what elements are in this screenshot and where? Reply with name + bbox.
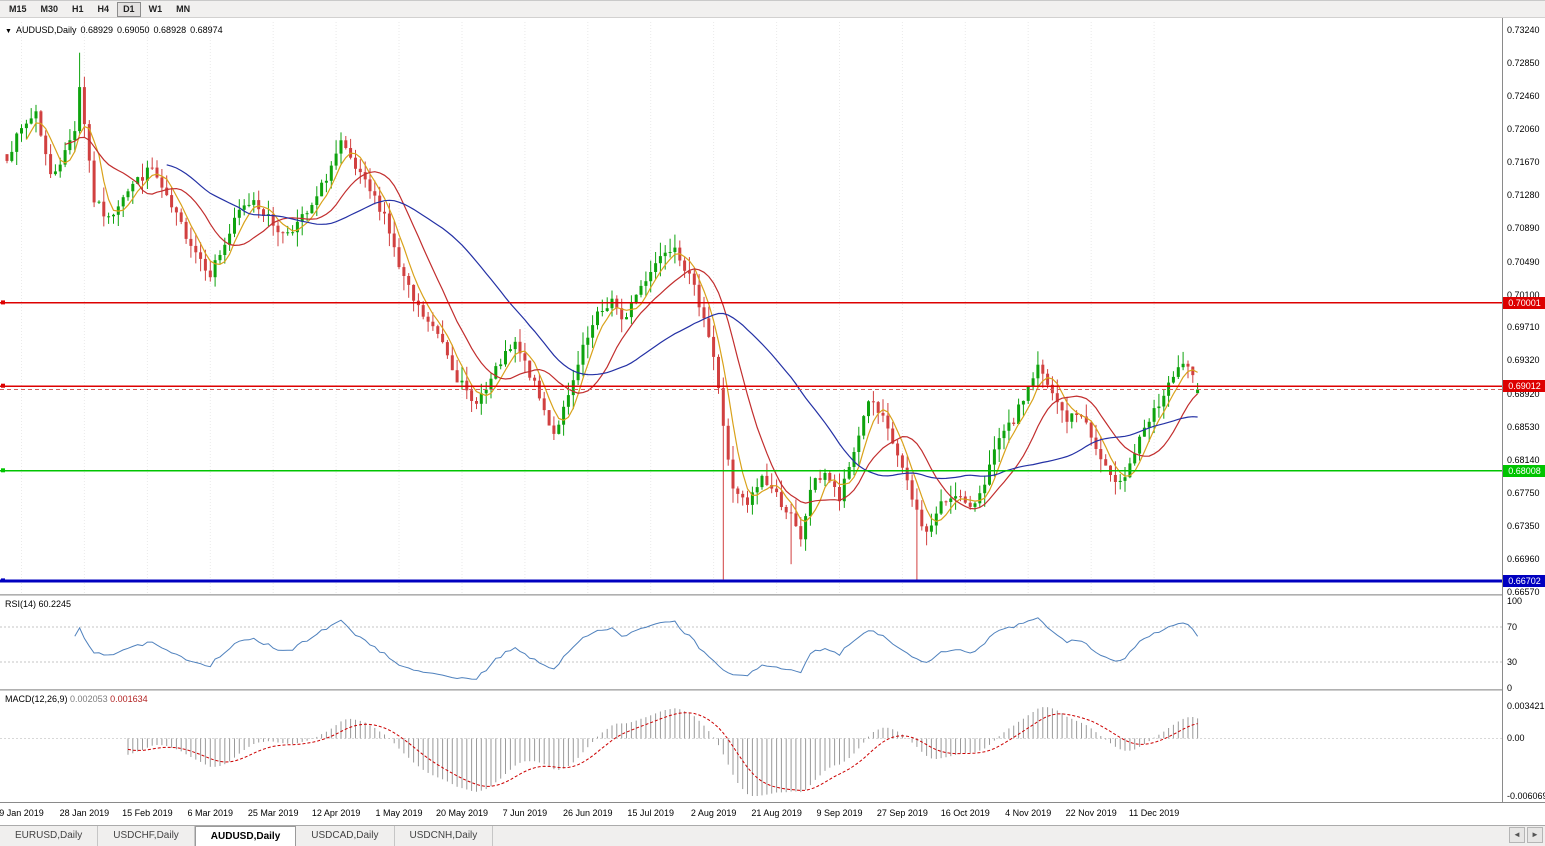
symbol-period-label: AUDUSD,Daily [15, 25, 77, 35]
time-axis-label: 16 Oct 2019 [940, 808, 990, 818]
time-axis-label: 6 Mar 2019 [187, 808, 234, 818]
time-axis-label: 26 Jun 2019 [563, 808, 613, 818]
hline-price-tag: 0.66702 [1503, 574, 1545, 587]
rsi-name: RSI(14) [5, 599, 37, 609]
time-axis-label: 27 Sep 2019 [876, 808, 928, 818]
ohlc-close: 0.68974 [190, 25, 223, 35]
rsi-value: 60.2245 [38, 599, 72, 609]
rsi-scale-label: 100 [1507, 596, 1523, 606]
tab-usdchf-daily[interactable]: USDCHF,Daily [98, 826, 195, 846]
price-scale-label: 0.68140 [1507, 454, 1540, 465]
time-axis-label: 21 Aug 2019 [751, 808, 802, 818]
price-scale-label: 0.69320 [1507, 355, 1540, 366]
price-scale-label: 0.71670 [1507, 157, 1540, 168]
time-axis[interactable]: 9 Jan 2019 28 Jan 2019 15 Feb 2019 6 Mar 20… [0, 802, 1545, 825]
price-scale-label: 0.70890 [1507, 223, 1540, 233]
ohlc-low: 0.68928 [153, 25, 187, 35]
timeframe-button-mn[interactable]: MN [176, 3, 191, 14]
timeframe-toolbar: M15 M30 H1 H4 D1 W1 MN [0, 1, 1545, 18]
timeframe-button-m15[interactable]: M15 [9, 3, 27, 14]
macd-indicator-label: MACD(12,26,9) 0.002053 0.001634 [5, 694, 148, 704]
one-click-trading-expander[interactable]: ▼ [5, 28, 12, 35]
chart-header: ▼ AUDUSD,Daily 0.68929 0.69050 0.68928 0.6897… [5, 25, 227, 35]
rsi-scale-label: 0 [1507, 683, 1513, 693]
hline-price-tag: 0.70001 [1503, 296, 1545, 309]
time-axis-label: 4 Nov 2019 [1005, 808, 1052, 818]
price-scale-label: 0.70490 [1507, 256, 1540, 267]
time-axis-label: 15 Jul 2019 [627, 808, 674, 818]
hline-price-tag: 0.68008 [1503, 464, 1545, 477]
price-scale-label: 0.66570 [1507, 587, 1540, 597]
price-scale-label: 0.70100 [1507, 289, 1540, 300]
price-scale-label: 0.72850 [1507, 57, 1540, 68]
time-axis-label: 28 Jan 2019 [59, 808, 110, 818]
ohlc-high: 0.69050 [117, 25, 150, 35]
time-axis-label: 25 Mar 2019 [247, 808, 299, 818]
tab-scroll-controls: ◄ ► [1507, 827, 1543, 843]
chart-tab-bar: EURUSD,Daily USDCHF,Daily AUDUSD,Daily USDC… [0, 825, 1545, 846]
timeframe-button-h4[interactable]: H4 [97, 3, 110, 14]
macd-main-value: 0.002053 [70, 694, 108, 704]
hline-price-tag: 0.69012 [1503, 380, 1545, 393]
main-chart-canvas[interactable] [0, 18, 1502, 594]
time-axis-label: 9 Sep 2019 [816, 808, 863, 818]
rsi-scale-label: 30 [1507, 656, 1518, 667]
price-scale-label: 0.66960 [1507, 554, 1540, 565]
time-axis-label: 15 Feb 2019 [122, 808, 173, 818]
price-scale-label: 0.69710 [1507, 322, 1540, 333]
panel-separator[interactable] [0, 594, 1545, 596]
price-scale-label: 0.72060 [1507, 124, 1540, 135]
rsi-panel-canvas[interactable] [0, 596, 1502, 689]
tab-usdcad-daily[interactable]: USDCAD,Daily [296, 826, 395, 846]
time-axis-label: 20 May 2019 [435, 808, 489, 818]
timeframe-button-h1[interactable]: H1 [72, 3, 84, 14]
macd-name: MACD(12,26,9) [5, 694, 68, 704]
time-axis-label: 2 Aug 2019 [690, 808, 737, 818]
tab-usdcnh-daily[interactable]: USDCNH,Daily [395, 826, 494, 846]
time-axis-label: 1 May 2019 [375, 808, 423, 818]
timeframe-button-m30[interactable]: M30 [40, 3, 59, 14]
price-scale-label: 0.68530 [1507, 421, 1540, 432]
time-axis-label: 9 Jan 2019 [0, 808, 44, 818]
rsi-indicator-label: RSI(14) 60.2245 [5, 599, 71, 609]
macd-panel-canvas[interactable] [0, 691, 1502, 801]
panel-separator[interactable] [0, 689, 1545, 691]
tab-scroll-left-button[interactable]: ◄ [1509, 827, 1525, 843]
price-scale-label: 0.67350 [1507, 521, 1540, 532]
time-axis-label: 7 Jun 2019 [502, 808, 548, 818]
price-scale-label: 0.67750 [1507, 487, 1540, 498]
macd-scale-label: 0.00 [1507, 733, 1525, 744]
ohlc-open: 0.68929 [80, 25, 113, 35]
price-scale-label: 0.68920 [1507, 389, 1540, 399]
price-scale-label: 0.73240 [1507, 25, 1540, 35]
tab-audusd-daily[interactable]: AUDUSD,Daily [194, 826, 297, 846]
macd-signal-value: 0.001634 [110, 694, 148, 704]
timeframe-button-d1[interactable]: D1 [117, 1, 141, 17]
time-axis-label: 11 Dec 2019 [1128, 808, 1180, 818]
price-scale-label: 0.72460 [1507, 90, 1540, 101]
rsi-scale-label: 70 [1507, 622, 1518, 633]
macd-scale-label: -0.006069 [1507, 791, 1545, 801]
price-scale-label: 0.71280 [1507, 190, 1540, 201]
timeframe-button-w1[interactable]: W1 [148, 3, 163, 14]
tab-scroll-right-button[interactable]: ► [1527, 827, 1543, 843]
time-axis-label: 12 Apr 2019 [311, 808, 361, 818]
tab-eurusd-daily[interactable]: EURUSD,Daily [0, 826, 99, 846]
time-axis-label: 22 Nov 2019 [1065, 808, 1117, 818]
macd-scale-label: 0.003421 [1507, 701, 1545, 711]
price-scale[interactable]: 0.73240 0.72850 0.72460 0.72060 0.71670 0.712… [1502, 18, 1545, 802]
